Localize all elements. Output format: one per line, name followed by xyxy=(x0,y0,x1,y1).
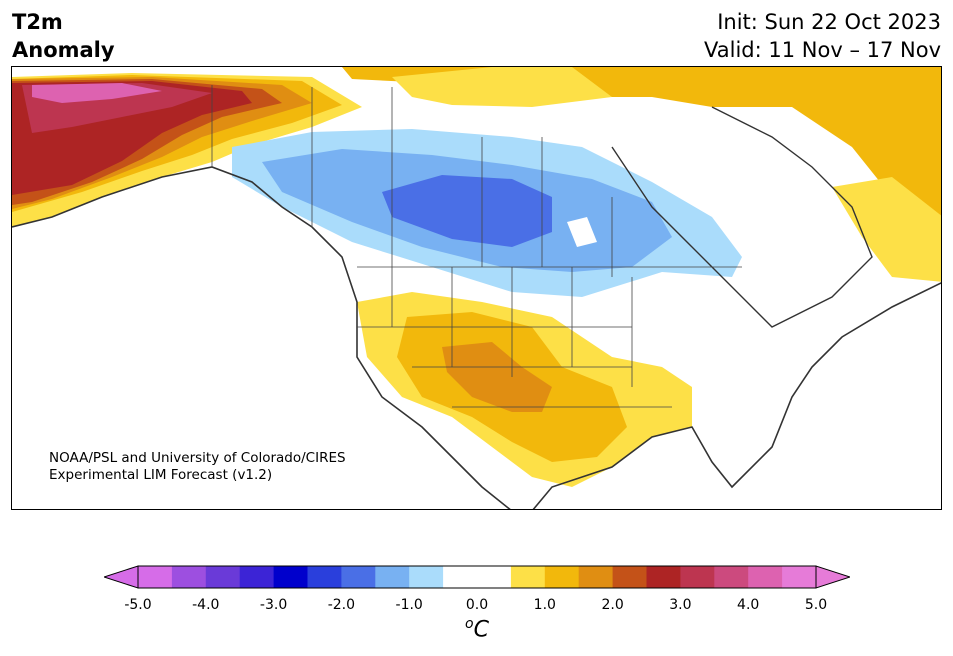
colorbar-cell xyxy=(477,566,512,588)
arctic-warm-region xyxy=(342,67,941,217)
labrador-warm-region xyxy=(832,177,941,282)
unit-label: oC xyxy=(465,616,489,642)
colorbar-cell xyxy=(612,566,647,588)
colorbar-cell xyxy=(748,566,783,588)
colorbar-cell xyxy=(510,566,546,588)
colorbar-cell xyxy=(375,566,410,588)
colorbar-tick-label: -1.0 xyxy=(395,597,423,613)
anomaly-label: Anomaly xyxy=(12,38,115,62)
coastline xyxy=(12,166,941,509)
colorbar-cell xyxy=(307,566,342,588)
colorbar-over-arrow xyxy=(815,565,850,589)
colorbar-cell xyxy=(341,566,376,588)
alaska-pink-region xyxy=(32,83,162,103)
colorbar-cell xyxy=(205,566,241,588)
map-title: T2m Anomaly xyxy=(12,8,115,64)
colorbar-cell xyxy=(409,566,444,588)
colorbar-cell xyxy=(239,566,275,588)
state-borders xyxy=(211,85,742,408)
map-canvas xyxy=(12,67,941,509)
init-date: Init: Sun 22 Oct 2023 xyxy=(717,10,941,34)
lake-white xyxy=(567,217,597,247)
colorbar-cell xyxy=(171,566,207,588)
colorbar-tick-label: 1.0 xyxy=(533,597,556,613)
southwest-warm-darkorange-region xyxy=(442,342,552,412)
colorbar-tick-label: -3.0 xyxy=(259,597,288,613)
colorbar-cell xyxy=(714,566,749,588)
credit-text: NOAA/PSL and University of Colorado/CIRE… xyxy=(49,450,346,484)
colorbar-cells xyxy=(104,565,850,589)
forecast-dates: Init: Sun 22 Oct 2023 Valid: 11 Nov – 17… xyxy=(704,8,941,64)
colorbar-tick-label: -2.0 xyxy=(327,597,356,613)
colorbar-under-arrow xyxy=(104,565,139,589)
colorbar-cell xyxy=(138,566,173,588)
credit-line-1: NOAA/PSL and University of Colorado/CIRE… xyxy=(49,450,346,466)
colorbar-tick-label: 0.0 xyxy=(465,597,489,613)
colorbar-tick-label: 4.0 xyxy=(737,597,760,613)
colorbar-cell xyxy=(680,566,715,588)
colorbar-ticks: -5.0 -4.0 -3.0 -2.0 -1.0 0.0 1.0 2.0 3.0 4.0 5.0 xyxy=(0,597,953,617)
anomaly-map xyxy=(11,66,942,510)
canada-cool-dark-region xyxy=(382,175,552,247)
colorbar-cell xyxy=(273,566,308,588)
colorbar-tick-label: -4.0 xyxy=(192,597,220,613)
unit-text: C xyxy=(473,617,489,643)
credit-line-2: Experimental LIM Forecast (v1.2) xyxy=(49,467,273,483)
colorbar-cell xyxy=(443,566,478,588)
arctic-yellow-region xyxy=(392,67,612,107)
colorbar-cell xyxy=(646,566,681,588)
colorbar-tick-label: -5.0 xyxy=(124,597,152,613)
variable-label: T2m xyxy=(12,10,63,34)
colorbar xyxy=(104,565,850,589)
colorbar-tick-label: 5.0 xyxy=(804,597,828,613)
colorbar-cell xyxy=(544,566,580,588)
colorbar-tick-label: 2.0 xyxy=(601,597,624,613)
degree-symbol: o xyxy=(465,616,474,632)
colorbar-cell xyxy=(782,566,817,588)
hudson-white-region xyxy=(572,107,892,327)
valid-date: Valid: 11 Nov – 17 Nov xyxy=(704,38,941,62)
hudson-coast xyxy=(611,106,873,328)
colorbar-tick-label: 3.0 xyxy=(669,597,692,613)
colorbar-cell xyxy=(578,566,614,588)
